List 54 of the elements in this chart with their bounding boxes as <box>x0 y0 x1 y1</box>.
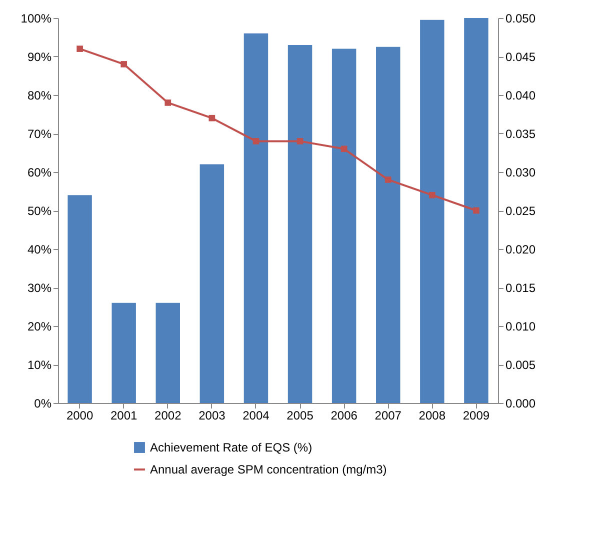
y2-tick-label: 0.015 <box>506 281 536 295</box>
y-tick-label: 50% <box>27 204 52 218</box>
x-tick-label: 2005 <box>286 408 314 422</box>
bar <box>156 302 180 403</box>
y-tick-label: 90% <box>27 50 52 64</box>
y-tick-label: 10% <box>27 358 52 372</box>
bar <box>420 20 444 403</box>
legend-label: Annual average SPM concentration (mg/m3) <box>150 462 387 476</box>
bar <box>244 33 268 403</box>
x-tick-label: 2001 <box>110 408 138 422</box>
point <box>428 192 436 198</box>
y-tick-label: 0% <box>34 396 52 410</box>
bar <box>288 44 312 403</box>
point <box>384 176 392 183</box>
x-tick-label: 2002 <box>154 408 182 422</box>
y2-tick-label: 0.030 <box>506 166 536 180</box>
y2-tick-label: 0.010 <box>506 320 536 334</box>
x-tick-label: 2004 <box>242 408 270 422</box>
bar <box>112 302 136 403</box>
y2-tick-label: 0.005 <box>506 358 536 372</box>
point <box>164 100 172 106</box>
y-tick-label: 100% <box>20 12 52 26</box>
y2-tick-label: 0.035 <box>506 127 536 141</box>
point <box>208 114 216 122</box>
point <box>473 207 480 214</box>
x-tick-label: 2008 <box>418 408 446 422</box>
y2-tick-label: 0.050 <box>506 12 536 26</box>
point <box>120 61 128 68</box>
x-tick-label: 2003 <box>198 408 226 422</box>
x-tick-label: 2000 <box>66 408 94 422</box>
point <box>296 138 304 144</box>
y2-tick-label: 0.000 <box>506 396 536 410</box>
point <box>252 138 260 144</box>
y-tick-label: 70% <box>27 127 52 141</box>
point <box>76 46 83 52</box>
x-tick-label: 2009 <box>462 408 490 422</box>
x-tick-label: 2006 <box>330 408 358 422</box>
bar <box>200 164 224 403</box>
y-tick-label: 20% <box>27 320 52 334</box>
y2-tick-label: 0.020 <box>506 242 536 256</box>
legend-label: Achievement Rate of EQS (%) <box>150 440 312 454</box>
y2-tick-label: 0.040 <box>506 88 536 102</box>
y-tick-label: 30% <box>27 281 52 295</box>
x-tick-label: 2007 <box>374 408 402 422</box>
y-tick-label: 80% <box>27 88 52 102</box>
bar <box>68 195 92 403</box>
y-tick-label: 40% <box>27 242 52 256</box>
y2-tick-label: 0.045 <box>506 50 536 64</box>
bar <box>464 18 488 403</box>
point <box>340 146 348 152</box>
y-tick-label: 60% <box>27 166 52 180</box>
bar <box>332 48 356 403</box>
bar <box>376 46 400 403</box>
y2-tick-label: 0.025 <box>506 204 536 218</box>
